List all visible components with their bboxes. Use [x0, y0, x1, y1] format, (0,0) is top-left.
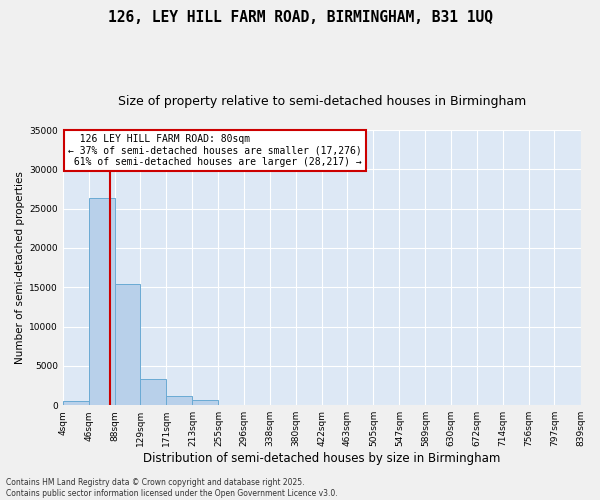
- Text: Contains HM Land Registry data © Crown copyright and database right 2025.
Contai: Contains HM Land Registry data © Crown c…: [6, 478, 338, 498]
- X-axis label: Distribution of semi-detached houses by size in Birmingham: Distribution of semi-detached houses by …: [143, 452, 500, 465]
- Bar: [166, 396, 193, 405]
- Y-axis label: Number of semi-detached properties: Number of semi-detached properties: [15, 171, 25, 364]
- Bar: [140, 380, 166, 405]
- Text: 126, LEY HILL FARM ROAD, BIRMINGHAM, B31 1UQ: 126, LEY HILL FARM ROAD, BIRMINGHAM, B31…: [107, 10, 493, 25]
- Bar: [193, 400, 218, 405]
- Bar: [89, 198, 115, 405]
- Bar: [115, 284, 140, 405]
- Title: Size of property relative to semi-detached houses in Birmingham: Size of property relative to semi-detach…: [118, 95, 526, 108]
- Text: 126 LEY HILL FARM ROAD: 80sqm
← 37% of semi-detached houses are smaller (17,276): 126 LEY HILL FARM ROAD: 80sqm ← 37% of s…: [68, 134, 362, 168]
- Bar: [63, 402, 89, 405]
